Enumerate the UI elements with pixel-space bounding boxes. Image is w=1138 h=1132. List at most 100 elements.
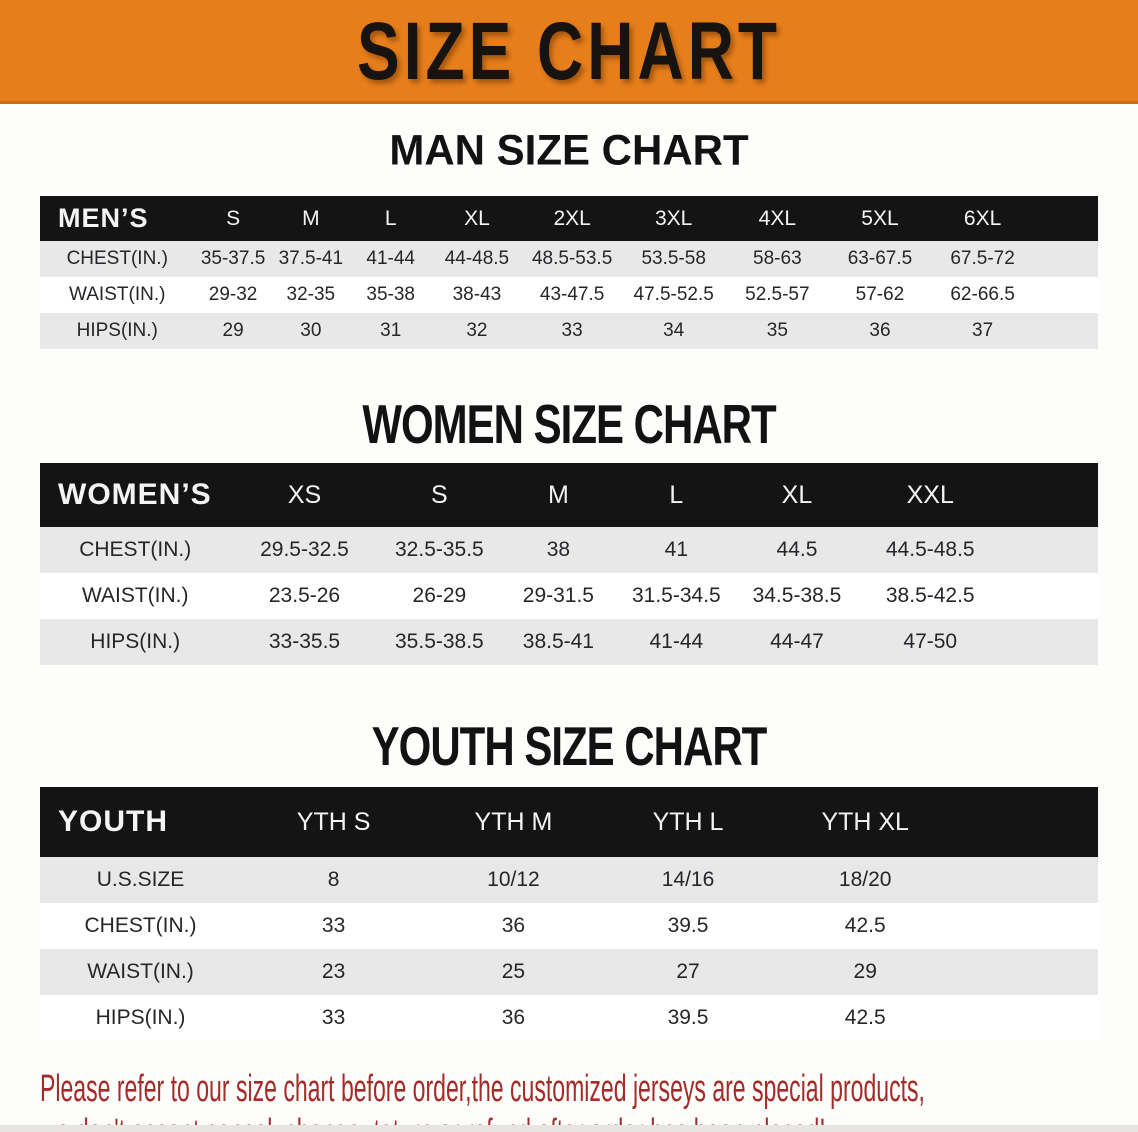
youth-value-1-3: 42.5 [775, 903, 956, 949]
youth-header-row: YOUTH YTH S YTH M YTH L YTH XL [40, 787, 1098, 857]
bottom-edge-strip [0, 1125, 1138, 1132]
women-value-2-3: 41-44 [616, 619, 737, 665]
youth-row-spacer-0 [955, 857, 1098, 903]
man-size-heading: MAN SIZE CHART [0, 126, 1138, 174]
men-size-header-5: 3XL [621, 196, 726, 241]
youth-value-2-0: 23 [241, 949, 427, 995]
women-band-spacer [1002, 463, 1098, 527]
men-value-1-5: 47.5-52.5 [621, 277, 726, 313]
men-size-header-2: L [349, 196, 432, 241]
youth-value-0-0: 8 [241, 857, 427, 903]
men-value-0-6: 58-63 [725, 241, 830, 277]
women-band-label: WOMEN’S [40, 463, 231, 527]
women-size-header-1: S [378, 463, 501, 527]
women-size-header-0: XS [230, 463, 379, 527]
youth-value-3-1: 36 [426, 995, 601, 1041]
youth-value-0-2: 14/16 [600, 857, 776, 903]
youth-size-section: YOUTH SIZE CHART YOUTH YTH S YTH M YTH L YTH… [0, 716, 1138, 1041]
men-row-label-1: WAIST(IN.) [40, 277, 195, 313]
men-measurement-row-2: HIPS(IN.) 29 30 31 32 33 34 35 36 37 [40, 313, 1098, 349]
women-value-1-0: 23.5-26 [230, 573, 379, 619]
men-value-1-7: 57-62 [829, 277, 931, 313]
women-value-2-1: 35.5-38.5 [378, 619, 501, 665]
youth-row-label-3: HIPS(IN.) [40, 995, 242, 1041]
women-size-heading: WOMEN SIZE CHART [0, 394, 1138, 455]
youth-value-1-1: 36 [426, 903, 601, 949]
women-measurement-row-1: WAIST(IN.) 23.5-26 26-29 29-31.5 31.5-34.5 34… [40, 573, 1098, 619]
youth-value-2-3: 29 [775, 949, 956, 995]
youth-size-table: YOUTH YTH S YTH M YTH L YTH XL U.S.SIZE 8 10/12… [40, 787, 1098, 1041]
man-size-heading-text: MAN SIZE CHART [389, 125, 749, 174]
women-row-label-2: HIPS(IN.) [40, 619, 231, 665]
youth-size-header-0: YTH S [241, 787, 427, 857]
women-size-header-5: XXL [857, 463, 1003, 527]
youth-row-label-1: CHEST(IN.) [40, 903, 242, 949]
women-value-0-2: 38 [500, 527, 617, 573]
youth-band-spacer [955, 787, 1098, 857]
men-value-1-8: 62-66.5 [930, 277, 1035, 313]
youth-value-0-1: 10/12 [426, 857, 601, 903]
men-size-header-8: 6XL [930, 196, 1035, 241]
men-value-2-8: 37 [930, 313, 1035, 349]
women-row-spacer-0 [1002, 527, 1098, 573]
men-row-spacer-1 [1034, 277, 1098, 313]
youth-measurement-row-3: HIPS(IN.) 33 36 39.5 42.5 [40, 995, 1098, 1041]
youth-size-heading: YOUTH SIZE CHART [0, 716, 1138, 777]
men-size-table: MEN’S S M L XL 2XL 3XL 4XL 5XL 6XL CHEST(IN.) 35-37… [40, 196, 1098, 349]
men-value-2-1: 30 [271, 313, 350, 349]
men-size-header-4: 2XL [522, 196, 622, 241]
banner-title-text: SIZE CHART [357, 4, 781, 97]
women-row-spacer-1 [1002, 573, 1098, 619]
men-measurement-row-1: WAIST(IN.) 29-32 32-35 35-38 38-43 43-47.5 47.… [40, 277, 1098, 313]
women-value-1-5: 38.5-42.5 [857, 573, 1003, 619]
women-measurement-row-0: CHEST(IN.) 29.5-32.5 32.5-35.5 38 41 44.5 44.5… [40, 527, 1098, 573]
men-value-0-5: 53.5-58 [621, 241, 726, 277]
men-value-0-0: 35-37.5 [194, 241, 272, 277]
men-measurement-row-0: CHEST(IN.) 35-37.5 37.5-41 41-44 44-48.5 48.5… [40, 241, 1098, 277]
women-value-1-1: 26-29 [378, 573, 501, 619]
men-value-1-6: 52.5-57 [725, 277, 830, 313]
youth-measurement-row-2: WAIST(IN.) 23 25 27 29 [40, 949, 1098, 995]
women-value-0-3: 41 [616, 527, 737, 573]
women-size-header-3: L [616, 463, 737, 527]
women-value-2-5: 47-50 [857, 619, 1003, 665]
youth-size-heading-text: YOUTH SIZE CHART [371, 715, 768, 777]
women-value-1-3: 31.5-34.5 [616, 573, 737, 619]
women-value-0-1: 32.5-35.5 [378, 527, 501, 573]
order-disclaimer: Please refer to our size chart before or… [40, 1067, 1106, 1132]
women-value-2-0: 33-35.5 [230, 619, 379, 665]
men-size-header-3: XL [431, 196, 523, 241]
women-value-0-0: 29.5-32.5 [230, 527, 379, 573]
women-size-table: WOMEN’S XS S M L XL XXL CHEST(IN.) 29.5-32.5 32.5… [40, 463, 1098, 665]
men-value-0-8: 67.5-72 [930, 241, 1035, 277]
men-size-header-7: 5XL [829, 196, 931, 241]
men-value-2-3: 32 [431, 313, 523, 349]
youth-value-2-1: 25 [426, 949, 601, 995]
women-size-heading-text: WOMEN SIZE CHART [362, 393, 776, 455]
men-value-2-5: 34 [621, 313, 726, 349]
youth-value-3-0: 33 [241, 995, 427, 1041]
women-header-row: WOMEN’S XS S M L XL XXL [40, 463, 1098, 527]
disclaimer-line-1: Please refer to our size chart before or… [40, 1067, 925, 1110]
men-value-2-0: 29 [194, 313, 272, 349]
men-value-2-6: 35 [725, 313, 830, 349]
youth-size-header-1: YTH M [426, 787, 601, 857]
youth-value-1-0: 33 [241, 903, 427, 949]
youth-value-0-3: 18/20 [775, 857, 956, 903]
women-row-label-1: WAIST(IN.) [40, 573, 231, 619]
men-value-1-3: 38-43 [431, 277, 523, 313]
women-value-0-4: 44.5 [736, 527, 858, 573]
men-size-header-6: 4XL [725, 196, 830, 241]
youth-row-spacer-2 [955, 949, 1098, 995]
men-value-1-4: 43-47.5 [522, 277, 622, 313]
men-row-label-0: CHEST(IN.) [40, 241, 195, 277]
youth-measurement-row-1: CHEST(IN.) 33 36 39.5 42.5 [40, 903, 1098, 949]
men-size-header-1: M [271, 196, 350, 241]
men-row-spacer-2 [1034, 313, 1098, 349]
women-size-header-2: M [500, 463, 617, 527]
women-value-0-5: 44.5-48.5 [857, 527, 1003, 573]
youth-value-1-2: 39.5 [600, 903, 776, 949]
women-value-2-2: 38.5-41 [500, 619, 617, 665]
men-row-spacer-0 [1034, 241, 1098, 277]
